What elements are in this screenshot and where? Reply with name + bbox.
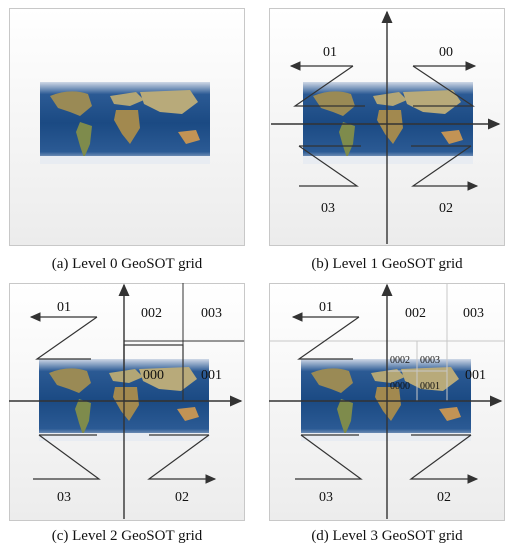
z-curve-01 — [35, 316, 98, 360]
label-002: 002 — [141, 306, 162, 321]
world-map — [303, 82, 473, 164]
z-curve-03 — [33, 434, 101, 480]
panel-level-1-figure: 01 00 03 02 — [269, 8, 505, 246]
label-001: 001 — [201, 368, 222, 383]
label-0003: 0003 — [420, 355, 440, 366]
z-curve-02 — [411, 145, 479, 191]
label-03: 03 — [57, 490, 71, 505]
z-curve-02 — [147, 434, 217, 484]
z-curve-02 — [409, 434, 479, 484]
label-00: 00 — [439, 45, 453, 60]
label-01: 01 — [57, 300, 71, 315]
caption-level-3: (d) Level 3 GeoSOT grid — [311, 528, 463, 544]
world-map — [40, 82, 210, 164]
caption-level-0: (a) Level 0 GeoSOT grid — [51, 256, 203, 272]
level-3-grid — [269, 283, 505, 401]
panel-level-1: 01 00 03 02 — [269, 8, 505, 246]
caption-level-2: (c) Level 2 GeoSOT grid — [51, 528, 203, 544]
panel-level-0-figure — [9, 8, 245, 246]
label-0001: 0001 — [420, 381, 440, 392]
label-02: 02 — [439, 201, 453, 216]
label-000: 000 — [143, 368, 164, 383]
label-003: 003 — [463, 306, 484, 321]
z-curve-01 — [297, 316, 360, 360]
label-02: 02 — [437, 490, 451, 505]
label-03: 03 — [321, 201, 335, 216]
label-002: 002 — [405, 306, 426, 321]
label-0002: 0002 — [390, 355, 410, 366]
world-map — [301, 359, 471, 441]
label-003: 003 — [201, 306, 222, 321]
panel-level-3-figure: 01 002 003 0002 0003 0000 0001 001 03 02 — [269, 283, 505, 521]
label-001: 001 — [465, 368, 486, 383]
z-curve-00 — [412, 65, 475, 107]
label-01: 01 — [323, 45, 337, 60]
label-01: 01 — [319, 300, 333, 315]
z-curve-03 — [295, 434, 363, 480]
caption-level-1: (b) Level 1 GeoSOT grid — [311, 256, 463, 272]
panel-level-2: 01 002 003 000 001 03 02 — [9, 283, 245, 521]
panel-level-0 — [9, 8, 245, 246]
panel-level-3: 01 002 003 0002 0003 0000 0001 001 03 02 — [269, 283, 505, 521]
z-curve-01 — [293, 65, 365, 107]
label-02: 02 — [175, 490, 189, 505]
label-03: 03 — [319, 490, 333, 505]
label-0000: 0000 — [390, 381, 410, 392]
panel-level-2-figure: 01 002 003 000 001 03 02 — [9, 283, 245, 521]
z-curve-03 — [298, 145, 359, 187]
